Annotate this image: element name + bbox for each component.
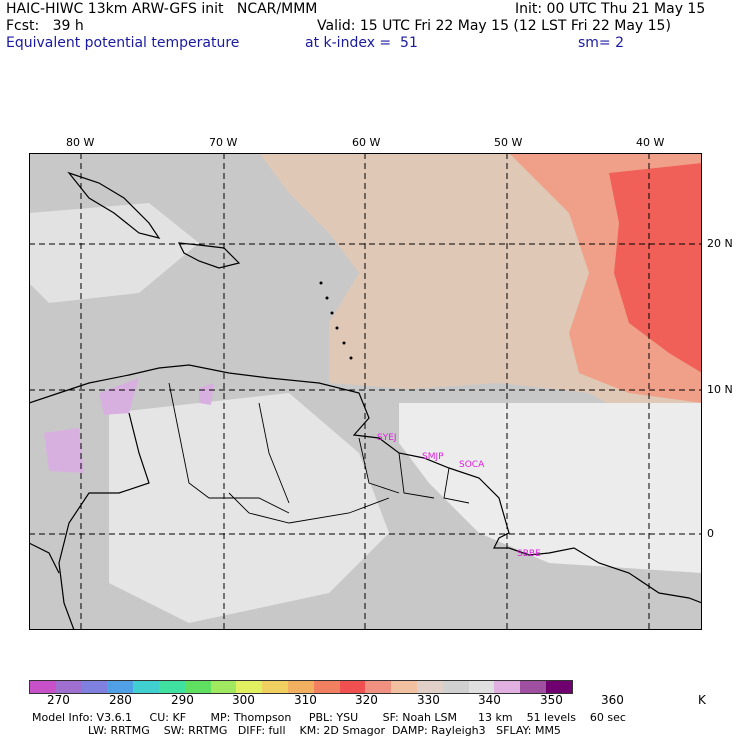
level-index: at k-index = 51 bbox=[305, 35, 418, 51]
model-info-line2: LW: RRTMG SW: RRTMG DIFF: full KM: 2D Sm… bbox=[32, 724, 561, 737]
colorbar-label-290: 290 bbox=[171, 693, 194, 707]
colorbar-label-330: 330 bbox=[417, 693, 440, 707]
forecast-hour: Fcst: 39 h bbox=[6, 18, 84, 34]
colorbar-swatch-6 bbox=[184, 681, 211, 693]
colorbar-swatch-5 bbox=[158, 681, 185, 693]
valid-time: Valid: 15 UTC Fri 22 May 15 (12 LST Fri … bbox=[317, 18, 671, 34]
colorbar-label-280: 280 bbox=[109, 693, 132, 707]
station-syej: SYEJ bbox=[377, 433, 397, 443]
violet-patch-1 bbox=[99, 378, 139, 415]
station-sbbe: SBBE bbox=[517, 549, 541, 559]
colorbar-label-270: 270 bbox=[47, 693, 70, 707]
graticule bbox=[29, 153, 702, 630]
lon-label-70w: 70 W bbox=[209, 136, 238, 149]
colorbar bbox=[29, 680, 573, 694]
colorbar-swatch-20 bbox=[545, 681, 572, 693]
station-smjp: SMJP bbox=[422, 452, 444, 462]
model-info-line1: Model Info: V3.6.1 CU: KF MP: Thompson P… bbox=[32, 711, 626, 724]
colorbar-swatch-4 bbox=[133, 681, 159, 693]
coastlines bbox=[29, 171, 702, 630]
colorbar-swatch-1 bbox=[55, 681, 82, 693]
colorbar-label-300: 300 bbox=[232, 693, 255, 707]
light-region-south bbox=[109, 393, 389, 623]
header-title: HAIC-HIWC 13km ARW-GFS init NCAR/MMM bbox=[6, 1, 318, 17]
lat-label-equator: 0 bbox=[707, 527, 714, 540]
lat-label-20n: 20 N bbox=[707, 237, 733, 250]
lon-label-50w: 50 W bbox=[494, 136, 523, 149]
colorbar-swatch-17 bbox=[468, 681, 495, 693]
colorbar-swatch-11 bbox=[313, 681, 340, 693]
lon-label-80w: 80 W bbox=[66, 136, 95, 149]
colorbar-swatch-8 bbox=[236, 681, 263, 693]
colorbar-swatch-14 bbox=[391, 681, 417, 693]
map-frame bbox=[29, 153, 702, 630]
lon-label-60w: 60 W bbox=[352, 136, 381, 149]
violet-patch-3 bbox=[199, 383, 214, 405]
colorbar-swatch-12 bbox=[339, 681, 366, 693]
colorbar-swatch-3 bbox=[107, 681, 134, 693]
light-region-caribbean bbox=[29, 203, 199, 303]
colorbar-label-350: 350 bbox=[540, 693, 563, 707]
station-soca: SOCA bbox=[459, 460, 485, 470]
colorbar-label-320: 320 bbox=[355, 693, 378, 707]
colorbar-swatch-15 bbox=[416, 681, 443, 693]
violet-patch-2 bbox=[44, 428, 84, 473]
map-panel: SYEJ SMJP SOCA SBBE bbox=[29, 153, 702, 630]
colorbar-swatch-2 bbox=[81, 681, 108, 693]
borders bbox=[168, 382, 470, 524]
light-region-east bbox=[399, 403, 702, 573]
colorbar-swatch-16 bbox=[442, 681, 469, 693]
red-region bbox=[609, 163, 702, 373]
colorbar-swatch-13 bbox=[365, 681, 392, 693]
colorbar-swatch-19 bbox=[520, 681, 546, 693]
colorbar-label-310: 310 bbox=[294, 693, 317, 707]
colorbar-swatch-18 bbox=[494, 681, 521, 693]
island-dots bbox=[319, 281, 353, 360]
colorbar-swatch-7 bbox=[210, 681, 237, 693]
colorbar-swatch-0 bbox=[30, 681, 56, 693]
colorbar-unit: K bbox=[698, 693, 706, 707]
colorbar-label-360: 360 bbox=[601, 693, 624, 707]
smoothing: sm= 2 bbox=[578, 35, 625, 51]
colorbar-swatch-9 bbox=[262, 681, 288, 693]
init-time: Init: 00 UTC Thu 21 May 15 bbox=[515, 1, 706, 17]
lat-label-10n: 10 N bbox=[707, 383, 733, 396]
colorbar-swatch-10 bbox=[287, 681, 314, 693]
colorbar-label-340: 340 bbox=[478, 693, 501, 707]
field-name: Equivalent potential temperature bbox=[6, 35, 240, 51]
lon-label-40w: 40 W bbox=[636, 136, 665, 149]
